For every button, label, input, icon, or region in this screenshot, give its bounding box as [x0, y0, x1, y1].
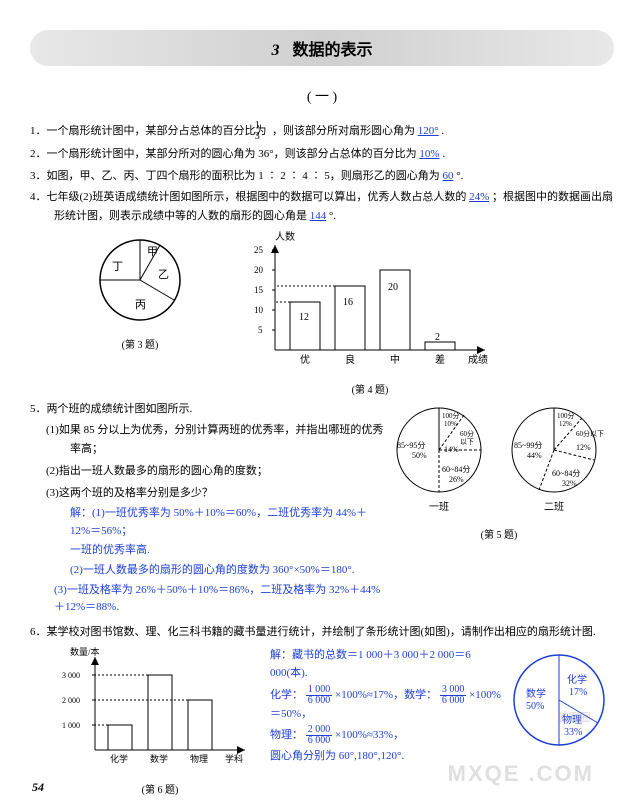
- subsection-label: ( 一 ): [30, 86, 614, 106]
- q4-answer-a: 24%: [469, 191, 489, 203]
- question-5-row: 5．两个班的成绩统计图如图所示. (1)如果 85 分以上为优秀，分别计算两班的…: [30, 400, 614, 619]
- svg-text:10%: 10%: [444, 420, 457, 428]
- fig4-caption: (第 4 题): [240, 381, 500, 396]
- svg-text:60~84分: 60~84分: [552, 469, 580, 478]
- label-yi: 乙: [158, 268, 169, 281]
- q4-answer-b: 144: [310, 210, 327, 222]
- svg-text:85~99分: 85~99分: [514, 441, 542, 450]
- title-number: 3: [271, 42, 279, 59]
- q4-text-a: 4．七年级(2)班英语成绩统计图如图所示，根据图中的数据可以算出，优秀人数占总人…: [30, 191, 466, 203]
- svg-text:12%: 12%: [576, 443, 591, 452]
- watermark-circle: 答案圈: [539, 682, 609, 752]
- q1-text-b: ，则该部分所对扇形圆心角为: [272, 125, 415, 137]
- svg-text:10: 10: [254, 305, 264, 315]
- q5-ans1: 解：(1)一班优秀率为 50%＋10%＝60%，二班优秀率为 44%＋12%＝5…: [30, 505, 384, 540]
- q2-answer: 10%: [419, 148, 439, 160]
- figure-3: 甲 乙 丙 丁 (第 3 题): [70, 230, 210, 351]
- q5-ans1b: 一班的优秀率高.: [30, 542, 384, 560]
- svg-text:一班: 一班: [429, 501, 449, 513]
- svg-text:20: 20: [388, 282, 398, 293]
- label-ding: 丁: [112, 261, 123, 273]
- svg-text:85~95分: 85~95分: [397, 441, 425, 450]
- svg-text:32%: 32%: [562, 479, 577, 488]
- svg-text:2 000: 2 000: [62, 696, 80, 705]
- question-6: 6．某学校对图书馆数、理、化三科书籍的藏书量进行统计，并绘制了条形统计图(如图)…: [30, 623, 614, 642]
- q6-ans-line3: 物理： 2 0006 000 ×100%≈33%，: [270, 725, 504, 746]
- q5-p3: (3)这两个班的及格率分别是多少？: [30, 484, 384, 503]
- svg-text:15: 15: [254, 285, 264, 295]
- q6-ans-line2: 化学： 1 0006 000 ×100%≈17%，数学： 3 0006 000 …: [270, 685, 504, 724]
- q5-ans2: (2)一班人数最多的扇形的圆心角的度数为 360°×50%＝180°.: [30, 562, 384, 580]
- question-5: 5．两个班的成绩统计图如图所示.: [30, 400, 384, 419]
- q5-ans3: (3)一班及格率为 26%＋50%＋10%＝86%，二班及格率为 32%＋44%…: [30, 582, 384, 617]
- bar-chart-q6: 数量/本 1 000 2 000 3 000 化学 数学 物理 学科: [60, 645, 260, 775]
- svg-text:差: 差: [435, 353, 445, 366]
- label-jia: 甲: [147, 246, 158, 258]
- figure-4: 人数 5 10 15 20 25 12 16 20 2 优 良 中: [240, 230, 500, 396]
- svg-text:物理: 物理: [190, 753, 208, 764]
- svg-text:3 000: 3 000: [62, 671, 80, 680]
- q6-answers: 解：藏书的总数＝1 000＋3 000＋2 000＝6 000(本). 化学： …: [260, 645, 504, 767]
- svg-text:良: 良: [345, 353, 355, 366]
- svg-text:60分以下: 60分以下: [576, 429, 604, 438]
- question-2: 2．一个扇形统计图中，某部分所对的圆心角为 36°，则该部分占总体的百分比为 1…: [30, 145, 614, 164]
- svg-text:25: 25: [254, 245, 264, 255]
- figure-5: 85~95分 50% 100分 10% 60分 以下 14% 60~84分 26…: [384, 400, 614, 541]
- figure-6-bar: 数量/本 1 000 2 000 3 000 化学 数学 物理 学科 (第 6 …: [60, 645, 260, 796]
- yaxis-label: 人数: [275, 230, 295, 243]
- section-title: 3 数据的表示: [30, 30, 614, 66]
- q5-p2: (2)指出一班人数最多的扇形的圆心角的度数；: [30, 462, 384, 481]
- figure-row-3-4: 甲 乙 丙 丁 (第 3 题) 人数 5 10 15 20 25 12 16: [30, 230, 614, 396]
- svg-text:12%: 12%: [559, 420, 572, 428]
- svg-text:优: 优: [300, 353, 310, 366]
- svg-text:60~84分: 60~84分: [442, 465, 470, 474]
- fig5-caption: (第 5 题): [384, 526, 614, 541]
- svg-text:学科: 学科: [225, 753, 243, 764]
- fig6-caption: (第 6 题): [60, 781, 260, 796]
- pie-chart-q3: 甲 乙 丙 丁: [90, 230, 190, 330]
- svg-text:中: 中: [390, 353, 400, 366]
- q1-answer: 120°: [418, 125, 439, 137]
- q3-text-a: 3．如图，甲、乙、丙、丁四个扇形的面积比为 1 ∶ 2 ∶ 4 ∶ 5，则扇形乙…: [30, 170, 440, 182]
- pie-pair-q5: 85~95分 50% 100分 10% 60分 以下 14% 60~84分 26…: [384, 400, 614, 520]
- svg-text:12: 12: [299, 312, 309, 323]
- svg-text:50%: 50%: [412, 451, 427, 460]
- svg-text:5: 5: [258, 325, 263, 335]
- svg-text:16: 16: [343, 297, 353, 308]
- svg-text:二班: 二班: [544, 501, 564, 513]
- svg-text:1 000: 1 000: [62, 721, 80, 730]
- svg-text:100分: 100分: [442, 411, 460, 420]
- fig3-caption: (第 3 题): [70, 336, 210, 351]
- question-3: 3．如图，甲、乙、丙、丁四个扇形的面积比为 1 ∶ 2 ∶ 4 ∶ 5，则扇形乙…: [30, 167, 614, 186]
- svg-text:60分: 60分: [460, 429, 474, 438]
- svg-text:20: 20: [254, 265, 264, 275]
- title-text: 数据的表示: [292, 42, 372, 59]
- q6-ans-a: 解：藏书的总数＝1 000＋3 000＋2 000＝6 000(本).: [270, 647, 504, 682]
- svg-text:2: 2: [435, 332, 440, 343]
- q5-p1: (1)如果 85 分以上为优秀，分别计算两班的优秀率，并指出哪班的优秀率高；: [30, 421, 384, 458]
- q3-answer: 60: [443, 170, 454, 182]
- watermark-text: MXQE .COM: [448, 761, 594, 787]
- svg-text:成绩: 成绩: [468, 353, 488, 366]
- q1-text-a: 1．一个扇形统计图中，某部分占总体的百分比为: [30, 125, 267, 137]
- page-number: 54: [32, 780, 44, 795]
- svg-text:44%: 44%: [527, 451, 542, 460]
- svg-text:数量/本: 数量/本: [70, 646, 100, 657]
- question-1: 1．一个扇形统计图中，某部分占总体的百分比为 13 ，则该部分所对扇形圆心角为 …: [30, 121, 614, 142]
- svg-text:数学: 数学: [150, 753, 168, 764]
- label-bing: 丙: [135, 299, 146, 311]
- svg-text:化学: 化学: [110, 753, 128, 764]
- svg-text:以下: 以下: [460, 438, 474, 446]
- bar-chart-q4: 人数 5 10 15 20 25 12 16 20 2 优 良 中: [240, 230, 500, 375]
- question-4: 4．七年级(2)班英语成绩统计图如图所示，根据图中的数据可以算出，优秀人数占总人…: [30, 188, 614, 225]
- q2-text-a: 2．一个扇形统计图中，某部分所对的圆心角为 36°，则该部分占总体的百分比为: [30, 148, 417, 160]
- svg-text:100分: 100分: [557, 411, 575, 420]
- svg-text:14%: 14%: [444, 445, 459, 454]
- svg-text:26%: 26%: [449, 475, 464, 484]
